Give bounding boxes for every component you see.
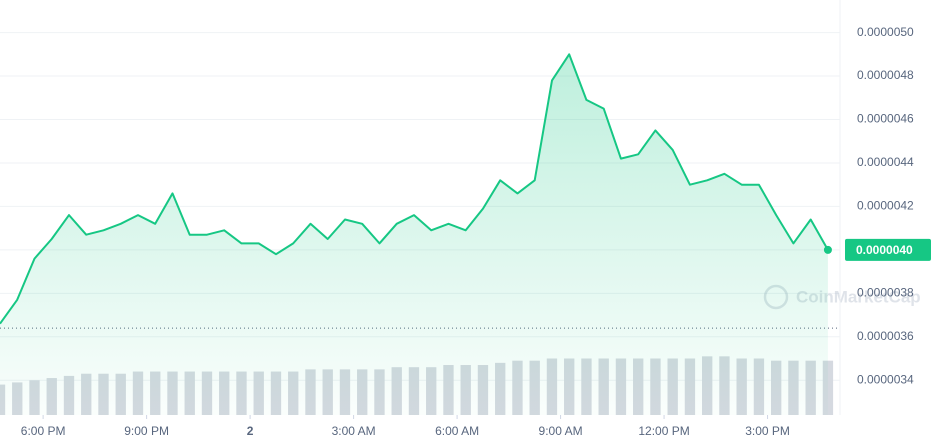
y-tick-label: 0.0000034 bbox=[857, 372, 914, 386]
y-tick-label: 0.0000044 bbox=[857, 155, 914, 169]
y-tick-label: 0.0000042 bbox=[857, 199, 914, 213]
x-tick-label: 2 bbox=[247, 424, 254, 438]
y-tick-label: 0.0000050 bbox=[857, 25, 914, 39]
x-tick-label: 3:00 AM bbox=[332, 424, 376, 438]
x-tick-label: 6:00 PM bbox=[21, 424, 66, 438]
price-badge-label: 0.0000040 bbox=[856, 243, 913, 257]
x-tick-label: 6:00 AM bbox=[435, 424, 479, 438]
y-tick-label: 0.0000036 bbox=[857, 329, 914, 343]
x-tick-label: 3:00 PM bbox=[745, 424, 790, 438]
x-tick-label: 9:00 AM bbox=[539, 424, 583, 438]
price-badge bbox=[845, 238, 931, 261]
y-tick-label: 0.0000038 bbox=[857, 285, 914, 299]
price-line bbox=[0, 53, 829, 325]
y-tick-label: 0.0000048 bbox=[857, 68, 914, 82]
x-tick-label: 9:00 PM bbox=[124, 424, 169, 438]
x-tick-label: 12:00 PM bbox=[638, 424, 689, 438]
y-tick-label: 0.0000046 bbox=[857, 112, 914, 126]
last-point bbox=[823, 245, 832, 254]
volume-bar bbox=[822, 360, 834, 415]
area bbox=[0, 54, 828, 416]
